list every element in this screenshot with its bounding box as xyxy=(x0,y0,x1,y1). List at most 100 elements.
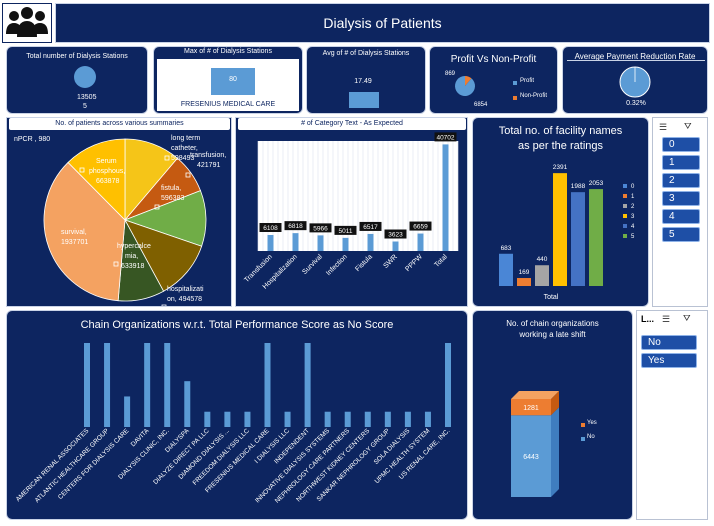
late-legend-no-swatch xyxy=(581,437,585,441)
ratings-legend-label-0: 0 xyxy=(631,184,635,190)
ratings-legend-swatch-5 xyxy=(623,234,627,238)
legend-nonprofit-label: Non-Profit xyxy=(520,93,548,99)
label-lt-1: long term xyxy=(171,135,201,142)
kpi-profit: Profit Vs Non-Profit 869 6854 Profit Non… xyxy=(429,46,558,114)
chain-bar-16 xyxy=(404,411,411,427)
chain-title: Chain Organizations w.r.t. Total Perform… xyxy=(80,319,394,331)
ratings-bar-1 xyxy=(517,278,531,286)
category-value-7: 40702 xyxy=(436,134,454,141)
clear-filter-icon[interactable]: ⛛ xyxy=(684,121,692,131)
ratings-slicer-item-3[interactable]: 3 xyxy=(662,191,700,206)
ratings-legend-swatch-2 xyxy=(623,204,627,208)
category-value-2: 5966 xyxy=(313,225,328,232)
ratings-chart: 683 169 440 2391 1988 2053 Total 0 1 2 3 4 5 xyxy=(499,164,635,301)
late-slicer-item-yes[interactable]: Yes xyxy=(641,353,697,368)
category-label-bg-5 xyxy=(384,229,407,239)
ratings-legend-label-2: 2 xyxy=(631,204,635,210)
ratings-slicer-item-0[interactable]: 0 xyxy=(662,137,700,152)
ratings-bar-3 xyxy=(553,173,567,286)
kpi-max: Max of # of Dialysis Stations 80 FRESENI… xyxy=(153,46,303,114)
ratings-slicer-item-5[interactable]: 5 xyxy=(662,227,700,242)
category-tick-3: Infection xyxy=(325,253,349,277)
late-multi-select-icon[interactable]: ☰ xyxy=(662,314,671,324)
header-bar: Dialysis of Patients xyxy=(55,3,710,43)
label-fi-2: 596383 xyxy=(161,195,185,202)
multi-select-icon[interactable]: ☰ xyxy=(659,122,668,132)
ratings-value-5: 2053 xyxy=(589,180,604,187)
ratings-bar-4 xyxy=(571,192,585,286)
category-value-4: 6517 xyxy=(363,224,378,231)
chain-bar-6 xyxy=(204,411,211,427)
category-bar-6 xyxy=(417,233,424,251)
late-legend-yes-label: Yes xyxy=(587,420,597,426)
category-value-6: 6659 xyxy=(413,224,428,231)
label-su-2: 1937701 xyxy=(61,239,89,246)
category-tick-5: SWR xyxy=(382,253,399,270)
profit-profit-value: 6854 xyxy=(474,102,488,108)
late-panel: No. of chain organizations working a lat… xyxy=(472,310,633,520)
late-bar-no-side xyxy=(551,407,559,497)
kpi-max-value: 80 xyxy=(229,76,237,83)
label-su-1: survival, xyxy=(61,229,87,236)
page-title: Dialysis of Patients xyxy=(323,15,442,31)
chain-bar-5 xyxy=(184,381,191,427)
late-bar-no xyxy=(511,415,551,497)
label-tr-2: 421791 xyxy=(197,162,221,169)
logo-box xyxy=(2,3,52,43)
kpi-avg-bar xyxy=(349,92,379,108)
ratings-value-2: 440 xyxy=(537,256,548,263)
summaries-title: No. of patients across various summaries xyxy=(9,118,230,130)
summaries-panel: No. of patients across various summaries… xyxy=(6,117,232,307)
chain-bar-18 xyxy=(445,343,451,427)
kpi-stations-title: Total number of Dialysis Stations xyxy=(26,53,128,60)
chain-tick-0: AMERICAN RENAL ASSOCIATES xyxy=(15,427,91,503)
chain-bar-1 xyxy=(104,343,111,427)
pie-slice-4 xyxy=(124,219,203,292)
kpi-payment-title: Average Payment Reduction Rate xyxy=(574,52,696,61)
kpi-payment-value: 0.32% xyxy=(626,100,646,107)
category-tick-2: Survival xyxy=(301,253,324,276)
chain-tick-15: SANKAR NEPHROLOGY GROUP xyxy=(316,427,392,503)
label-fi-1: fistula, xyxy=(161,185,182,192)
category-bar-2 xyxy=(317,235,324,251)
ratings-legend-swatch-0 xyxy=(623,184,627,188)
late-slicer-header: L... xyxy=(641,314,654,324)
legend-profit-label: Profit xyxy=(520,78,535,84)
legend-profit-swatch xyxy=(513,81,517,85)
category-bar-4 xyxy=(367,233,374,251)
late-slicer-item-no[interactable]: No xyxy=(641,335,697,350)
summaries-pie xyxy=(43,138,207,306)
kpi-stations-value2: 5 xyxy=(83,103,87,110)
pie-label-marker-5 xyxy=(161,304,167,306)
late-slicer: L... ☰ ⛛ No Yes xyxy=(636,310,708,520)
chain-tick-14: NORTHWEST KIDNEY CENTERS xyxy=(295,427,371,503)
kpi-max-bar xyxy=(211,68,255,95)
label-serum-2: phosphous, xyxy=(89,168,126,175)
category-title: # of Category Text - As Expected xyxy=(238,118,466,130)
kpi-payment-divider xyxy=(567,60,705,61)
category-bar-3 xyxy=(342,237,349,251)
label-hy-3: 633918 xyxy=(121,263,145,270)
ratings-value-1: 169 xyxy=(519,269,530,276)
pie-label-marker-2 xyxy=(185,172,191,178)
category-value-1: 6818 xyxy=(288,223,303,230)
label-ho-1: hospitalizati xyxy=(167,286,204,293)
pie-label-marker-0 xyxy=(79,167,85,173)
ratings-slicer-item-1[interactable]: 1 xyxy=(662,155,700,170)
kpi-stations: Total number of Dialysis Stations 13505 … xyxy=(6,46,148,114)
ratings-slicer-item-4[interactable]: 4 xyxy=(662,209,700,224)
late-clear-filter-icon[interactable]: ⛛ xyxy=(683,313,691,323)
profit-slice-profit xyxy=(455,76,475,96)
label-serum-3: 663878 xyxy=(96,178,120,185)
category-label-bg-4 xyxy=(359,221,382,231)
ratings-slicer: ☰ ⛛ 0 1 2 3 4 5 xyxy=(652,117,708,307)
chain-tick-13: NEPHROLOGY CARE PARTNERS xyxy=(274,427,352,505)
category-label-bg-2 xyxy=(309,223,332,233)
late-legend-yes-swatch xyxy=(581,423,585,427)
label-npcr: nPCR , 980 xyxy=(14,136,51,143)
chain-bar-4 xyxy=(164,343,171,427)
label-hy-2: mia, xyxy=(125,253,139,260)
ratings-bar-2 xyxy=(535,265,549,286)
chain-bar-0 xyxy=(84,343,90,427)
ratings-slicer-item-2[interactable]: 2 xyxy=(662,173,700,188)
